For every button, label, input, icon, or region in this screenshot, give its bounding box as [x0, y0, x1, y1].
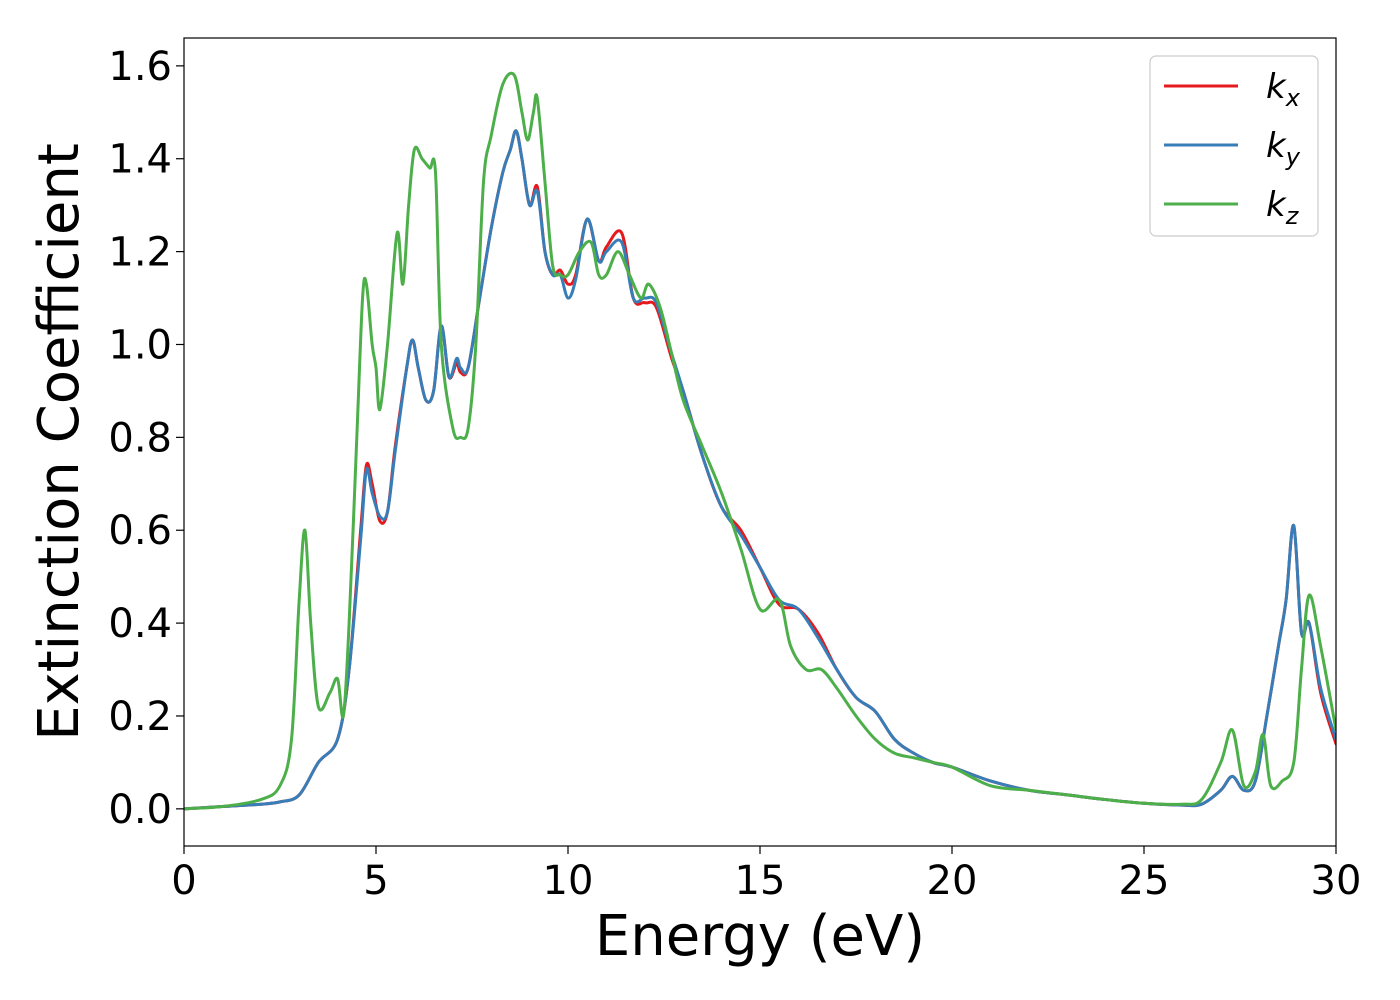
x-tick-label: 0 — [171, 858, 196, 904]
y-axis-label: Extinction Coefficient — [27, 143, 92, 741]
x-tick-label: 15 — [735, 858, 786, 904]
y-tick-label: 0.6 — [108, 508, 172, 554]
y-tick-label: 0.0 — [108, 787, 172, 833]
x-tick-label: 5 — [363, 858, 388, 904]
x-axis-label: Energy (eV) — [595, 904, 925, 969]
y-tick-label: 1.6 — [108, 44, 172, 90]
y-tick-label: 0.4 — [108, 601, 172, 647]
series-layer — [184, 71, 1336, 811]
y-tick-label: 0.8 — [108, 415, 172, 461]
y-tick-label: 1.0 — [108, 322, 172, 368]
x-tick-label: 10 — [543, 858, 594, 904]
x-tick-label: 30 — [1311, 858, 1362, 904]
x-tick-label: 25 — [1119, 858, 1170, 904]
x-axis-ticks: 0 5 10 15 20 25 30 — [171, 846, 1361, 904]
y-tick-label: 1.2 — [108, 230, 172, 276]
y-axis-ticks: 0.0 0.2 0.4 0.6 0.8 1.0 1.2 1.4 1.6 — [108, 44, 184, 833]
x-tick-label: 20 — [927, 858, 978, 904]
y-tick-label: 1.4 — [108, 137, 172, 183]
y-tick-label: 0.2 — [108, 694, 172, 740]
series-line-z — [184, 71, 1336, 811]
